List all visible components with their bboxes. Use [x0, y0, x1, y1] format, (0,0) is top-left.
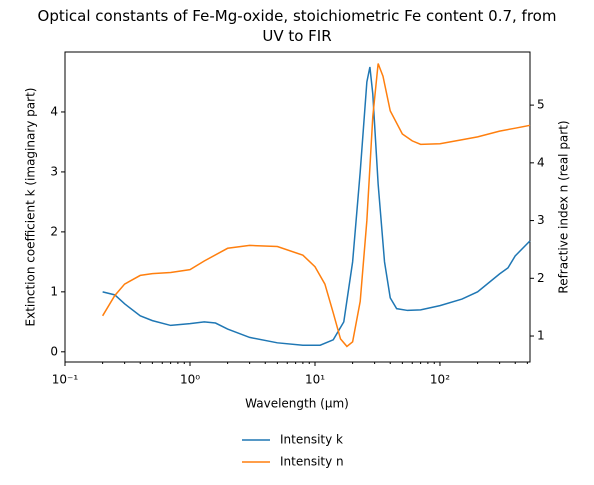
- chart-title: Optical constants of Fe-Mg-oxide, stoich…: [37, 7, 557, 45]
- y-tick-label: 3: [50, 164, 58, 178]
- legend-label: Intensity n: [280, 455, 344, 469]
- y2-tick-label: 1: [537, 329, 545, 343]
- y-tick-label: 0: [50, 344, 58, 358]
- y2-tick-label: 2: [537, 271, 545, 285]
- data-line: [102, 66, 531, 346]
- y-axis-label: Extinction coefficient k (imaginary part…: [24, 88, 38, 327]
- x-tick-label: 10¹: [305, 373, 325, 387]
- y2-tick-label: 5: [537, 98, 545, 112]
- data-line: [101, 63, 531, 348]
- plot-frame: [64, 51, 531, 363]
- x-tick-label: 10⁻¹: [52, 373, 79, 387]
- y-tick-label: 4: [50, 104, 58, 118]
- x-tick-label: 10⁰: [180, 373, 200, 387]
- legend-label: Intensity k: [280, 433, 343, 447]
- y2-tick-label: 4: [537, 155, 545, 169]
- y-tick-label: 1: [50, 284, 58, 298]
- y2-axis-label: Refractive index n (real part): [557, 120, 571, 293]
- y2-tick-label: 3: [537, 213, 545, 227]
- x-axis-label: Wavelength (μm): [245, 397, 349, 411]
- x-tick-label: 10²: [430, 373, 450, 387]
- y-tick-label: 2: [50, 224, 58, 238]
